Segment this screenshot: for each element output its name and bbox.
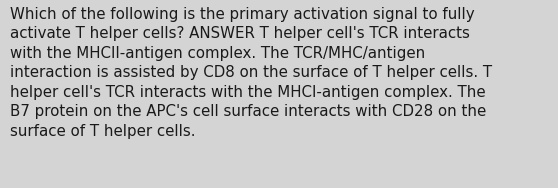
Text: Which of the following is the primary activation signal to fully
activate T help: Which of the following is the primary ac… xyxy=(10,7,492,139)
